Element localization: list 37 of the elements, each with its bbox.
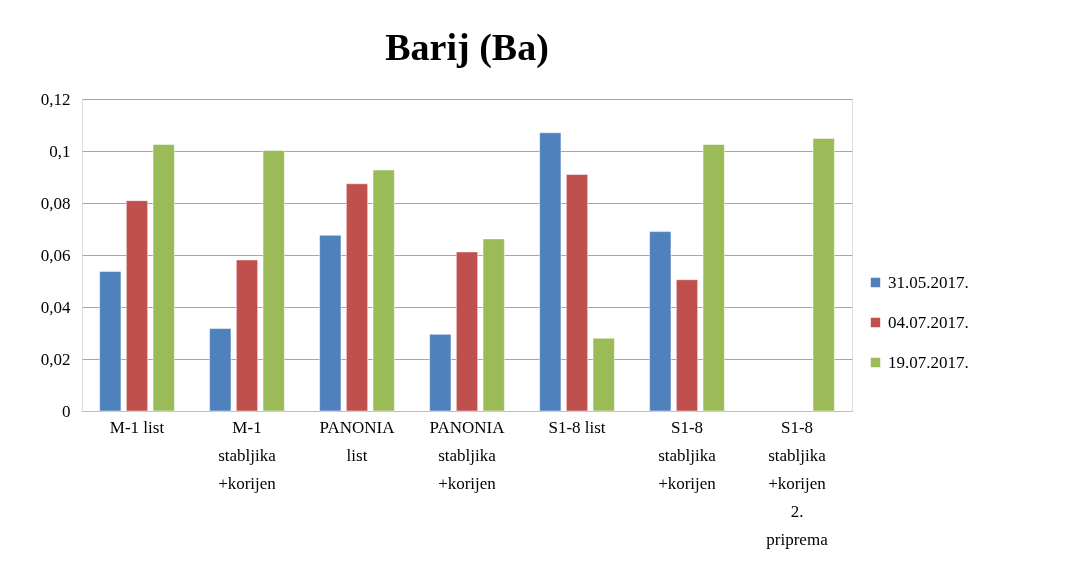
bar: [812, 138, 835, 412]
y-tick-label: 0,06: [40, 245, 71, 265]
chart-title: Barij (Ba): [385, 26, 549, 69]
x-tick-label: M-1 list: [109, 417, 165, 437]
bar: [429, 334, 452, 412]
y-tick-label: 0,08: [40, 193, 71, 213]
bar: [456, 251, 478, 412]
bar: [676, 279, 698, 412]
bar: [152, 144, 175, 412]
y-tick-label: 0,02: [40, 349, 71, 369]
bar: [592, 337, 615, 412]
bar: [126, 200, 148, 412]
bar: [262, 150, 285, 412]
bar: [236, 259, 258, 412]
y-tick-label: 0,1: [49, 141, 71, 161]
y-tick-label: 0,12: [40, 89, 71, 109]
x-tick-label: PANONIA stabljika +korijen: [429, 417, 506, 493]
x-tick-label: S1-8 list: [548, 417, 606, 437]
x-tick-label: M-1 stabljika +korijen: [218, 417, 277, 493]
x-tick-label: S1-8 stabljika +korijen 2. priprema: [766, 417, 829, 549]
bar: [209, 328, 232, 412]
bar: [319, 234, 342, 412]
y-tick-label: 0,04: [40, 297, 71, 317]
y-tick-label: 0: [62, 401, 71, 421]
x-tick-label: PANONIA list: [319, 417, 396, 465]
legend-label: 31.05.2017.: [888, 272, 969, 292]
bar: [99, 271, 122, 412]
bar: [649, 231, 672, 412]
bar: [346, 183, 368, 412]
bar: [539, 132, 562, 412]
bar: [702, 144, 725, 412]
legend-label: 19.07.2017.: [888, 352, 969, 372]
bar: [566, 174, 588, 412]
bar: [482, 238, 505, 412]
x-tick-label: S1-8 stabljika +korijen: [658, 417, 717, 493]
legend-label: 04.07.2017.: [888, 312, 969, 332]
bar: [372, 169, 395, 412]
